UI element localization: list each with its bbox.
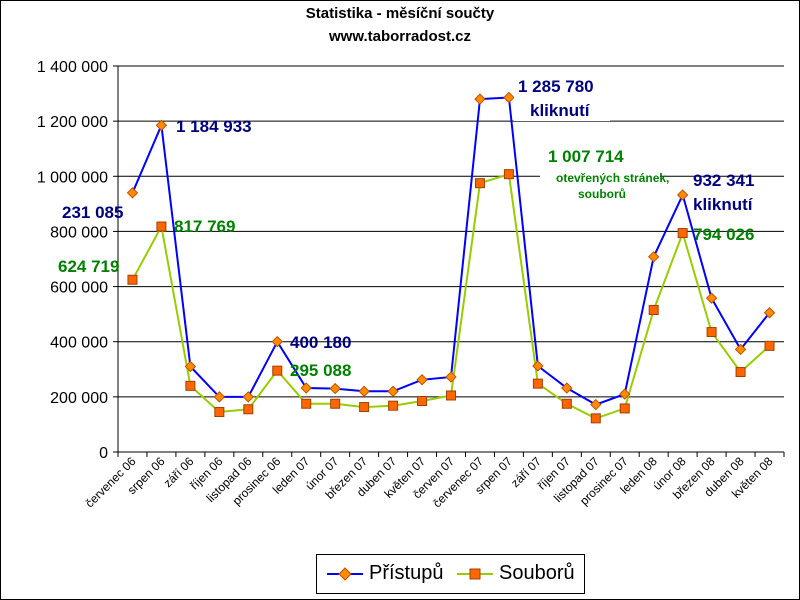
data-point [156,221,167,232]
data-point [561,382,573,394]
data-point [647,251,660,263]
legend-item-pristupu: Přístupů [325,561,445,587]
data-point [677,228,688,239]
y-tick-label: 400 000 [50,335,108,352]
data-annotation: 231 085 [62,203,123,222]
data-point [272,365,283,376]
legend-swatch-pristupu [327,567,363,581]
data-annotation: otevřených stránek, [556,171,669,185]
data-annotation: 400 180 [290,333,351,352]
data-point [764,340,775,351]
data-point [445,371,457,383]
data-point [243,404,254,415]
data-point [735,367,746,378]
y-tick-label: 0 [99,445,108,462]
annotation-box [540,146,660,204]
data-annotation: 794 026 [693,225,754,244]
data-point [184,360,197,373]
data-annotation: 295 088 [290,361,351,380]
y-tick-label: 200 000 [50,390,108,407]
data-point [185,380,196,391]
data-point [561,398,572,409]
data-point [474,93,486,105]
legend-label-pristupu: Přístupů [369,562,444,584]
data-point [474,178,485,189]
data-point [388,400,399,411]
data-point [734,343,747,356]
legend-label-souboru: Souborů [499,562,575,584]
data-point [329,382,341,395]
data-point [416,374,428,386]
data-point [330,398,341,409]
data-point [676,189,689,201]
y-tick-label: 1 200 000 [37,114,108,131]
data-point [127,274,138,285]
y-tick-label: 800 000 [50,224,108,241]
data-point [503,169,514,180]
data-point [213,391,226,403]
data-point [532,378,543,389]
data-annotation: 932 341 [693,171,754,190]
data-point [126,187,139,199]
data-point [706,327,717,338]
data-point [242,391,255,403]
series-line [131,96,771,406]
data-point [301,398,312,409]
data-point [705,292,718,304]
data-annotation: souborů [578,187,626,201]
data-annotation: kliknutí [693,195,754,214]
chart-subtitle: www.taborradost.cz [329,28,471,45]
data-point [300,382,312,394]
data-point [619,403,630,414]
data-point [446,390,456,401]
chart-title: Statistika - měsíční součty [305,5,495,22]
data-point [619,388,631,400]
data-annotation: 1 285 780 [518,77,594,96]
data-point [590,398,602,411]
data-point [763,307,776,319]
data-point [590,413,601,424]
y-tick-label: 1 000 000 [37,169,108,186]
data-point [648,305,659,316]
data-point [387,385,399,398]
data-annotation: 817 769 [174,217,235,236]
data-point [417,395,428,406]
data-point [155,119,168,132]
data-annotation: kliknutí [530,101,591,120]
y-tick-label: 1 400 000 [37,59,108,76]
data-point [271,335,283,348]
data-point [214,407,225,418]
data-point [532,360,544,372]
annotation-box [514,73,610,121]
data-annotation: 1 007 714 [548,147,624,166]
y-tick-label: 600 000 [50,280,108,297]
chart-legend: Přístupů Souborů [316,554,585,594]
legend-swatch-souboru [457,568,493,580]
data-point [359,402,370,413]
data-annotation: 624 719 [58,257,119,276]
data-point [503,91,515,104]
data-annotation: 1 184 933 [176,117,252,136]
legend-item-souboru: Souborů [455,561,580,587]
data-point [358,385,370,398]
